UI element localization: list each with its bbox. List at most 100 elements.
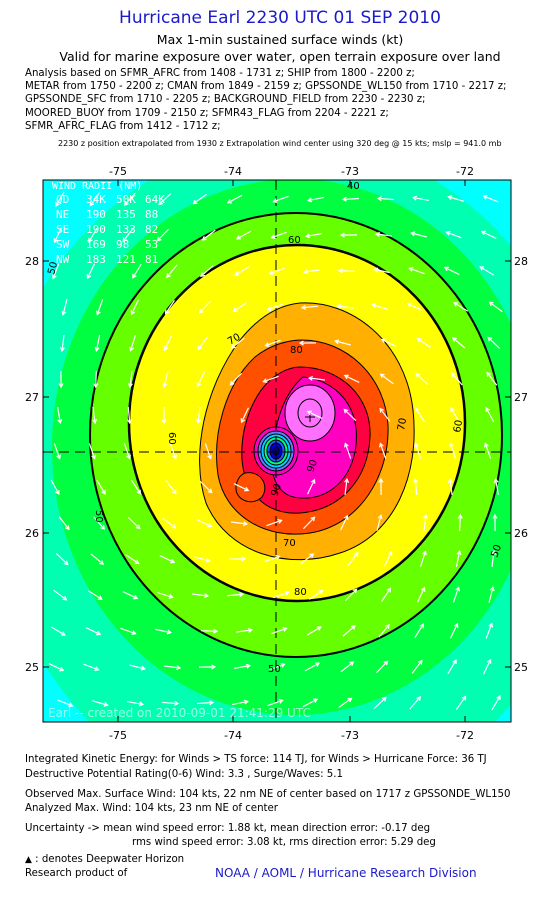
wind-vector [157, 592, 174, 599]
contour-label: 40 [347, 181, 360, 192]
wind-vector [267, 699, 284, 707]
wind-vector [343, 408, 357, 422]
wind-vector [300, 304, 319, 310]
wind-vector [488, 586, 495, 603]
wind-vector [226, 194, 243, 204]
wind-vector [306, 626, 322, 636]
wind-vector [53, 227, 63, 244]
wind-vector [200, 628, 219, 634]
wind-field-map: 40 50 50 50 60 60 60 70 70 70 80 80 90 9… [25, 165, 528, 742]
wind-vector [298, 340, 317, 346]
wind-vector [415, 372, 429, 386]
wind-vector [120, 627, 137, 635]
lat-tick-label-left: 27 [25, 391, 39, 404]
wind-vector [228, 556, 247, 562]
wind-vector [92, 700, 109, 707]
wind-vector [85, 626, 102, 636]
wind-vector [93, 370, 99, 389]
analysis-line: MOORED_BUOY from 1709 - 2150 z; SFMR43_F… [25, 107, 389, 119]
wind-radii-header-cell: 50K [116, 193, 136, 206]
wind-vector [423, 513, 429, 532]
wind-vector [447, 195, 464, 202]
wind-vector [198, 664, 217, 670]
wind-radii-cell: 135 [116, 208, 136, 221]
lat-tick-label-left: 28 [25, 255, 39, 268]
analysis-line: GPSSONDE_SFC from 1710 - 2205 z; BACKGRO… [25, 94, 426, 106]
wind-vector [413, 477, 419, 496]
contour-label: 90 [305, 458, 320, 474]
wind-vector [347, 551, 359, 566]
wind-vector [234, 266, 250, 276]
wind-vector [485, 622, 494, 639]
wind-vector [161, 406, 167, 425]
wind-vector [447, 659, 457, 675]
wind-vector [371, 303, 388, 310]
uncertainty-line: Uncertainty -> mean wind speed error: 1.… [25, 823, 431, 834]
wind-vector [334, 339, 351, 346]
wind-vector [55, 191, 65, 207]
analysis-sources: Analysis based on SFMR_AFRC from 1408 - … [25, 67, 506, 133]
wind-vector [443, 266, 460, 276]
contour-label-group: 40 50 50 50 60 60 60 70 70 70 80 80 90 9… [46, 181, 504, 675]
wind-vector [272, 195, 289, 203]
wind-vector [266, 303, 283, 311]
wind-vector [379, 373, 394, 385]
org-link[interactable]: NOAA / AOML / Hurricane Research Divisio… [215, 866, 477, 880]
wind-vector [491, 549, 497, 568]
wind-vector [381, 587, 392, 602]
wind-vector [232, 302, 248, 313]
wind-vectors [48, 191, 503, 711]
wind-vector [270, 231, 287, 239]
wind-vector [302, 698, 319, 708]
wind-vector [125, 554, 140, 565]
analyzed-max-line: Analyzed Max. Wind: 104 kts, 23 nm NE of… [25, 803, 278, 814]
lat-tick-label-right: 25 [514, 661, 528, 674]
lon-tick-label-top: -72 [456, 165, 474, 178]
wind-vector [414, 623, 424, 639]
position-note: 2230 z position extrapolated from 1930 z… [58, 139, 502, 148]
wind-vector [163, 665, 182, 671]
wind-vector [339, 514, 349, 531]
wind-vector [457, 513, 463, 532]
wind-vector [158, 193, 172, 206]
wind-vector [204, 443, 212, 460]
contour-label: 50 [93, 510, 104, 523]
wind-vector [196, 518, 213, 528]
wind-vector [376, 514, 383, 531]
wind-radii-cell: 133 [116, 223, 136, 236]
wind-vector [453, 302, 469, 312]
lat-tick-label-right: 28 [514, 255, 528, 268]
wind-vector [409, 696, 422, 710]
wind-vector [61, 299, 68, 316]
legend-line: ▲ : denotes Deepwater Horizon [25, 854, 184, 865]
wind-vector [50, 626, 66, 636]
wind-vector [264, 339, 281, 347]
wind-vector [452, 586, 460, 603]
wind-vector [164, 300, 175, 315]
wind-vector [197, 336, 209, 351]
wind-vector [491, 695, 501, 711]
band-9-inner [297, 398, 323, 428]
wind-vector [306, 478, 316, 495]
wind-radii-cell: NE [56, 208, 69, 221]
wind-radii-cell: 190 [86, 208, 106, 221]
wind-vector [383, 550, 393, 567]
wind-vector [266, 519, 283, 527]
wind-vector [339, 232, 358, 238]
wind-vector [122, 590, 139, 600]
contour-label: 60 [288, 235, 301, 246]
wind-vector [130, 299, 140, 316]
wind-radii-cell: 190 [86, 223, 106, 236]
wind-vector [406, 302, 423, 312]
wind-radii-header-cell: QD [56, 193, 69, 206]
wind-vector [191, 593, 210, 599]
wind-radii-title: WIND RADII (NM) [52, 181, 142, 192]
wind-vector [480, 230, 497, 240]
lon-tick-label-bottom: -73 [341, 729, 359, 742]
wind-radii-cell: SE [56, 223, 69, 236]
wind-vector [123, 443, 131, 460]
dpr-line: Destructive Potential Rating(0-6) Wind: … [25, 769, 343, 780]
wind-vector [485, 406, 495, 423]
wind-vector [59, 334, 65, 353]
wind-vector [93, 516, 106, 530]
